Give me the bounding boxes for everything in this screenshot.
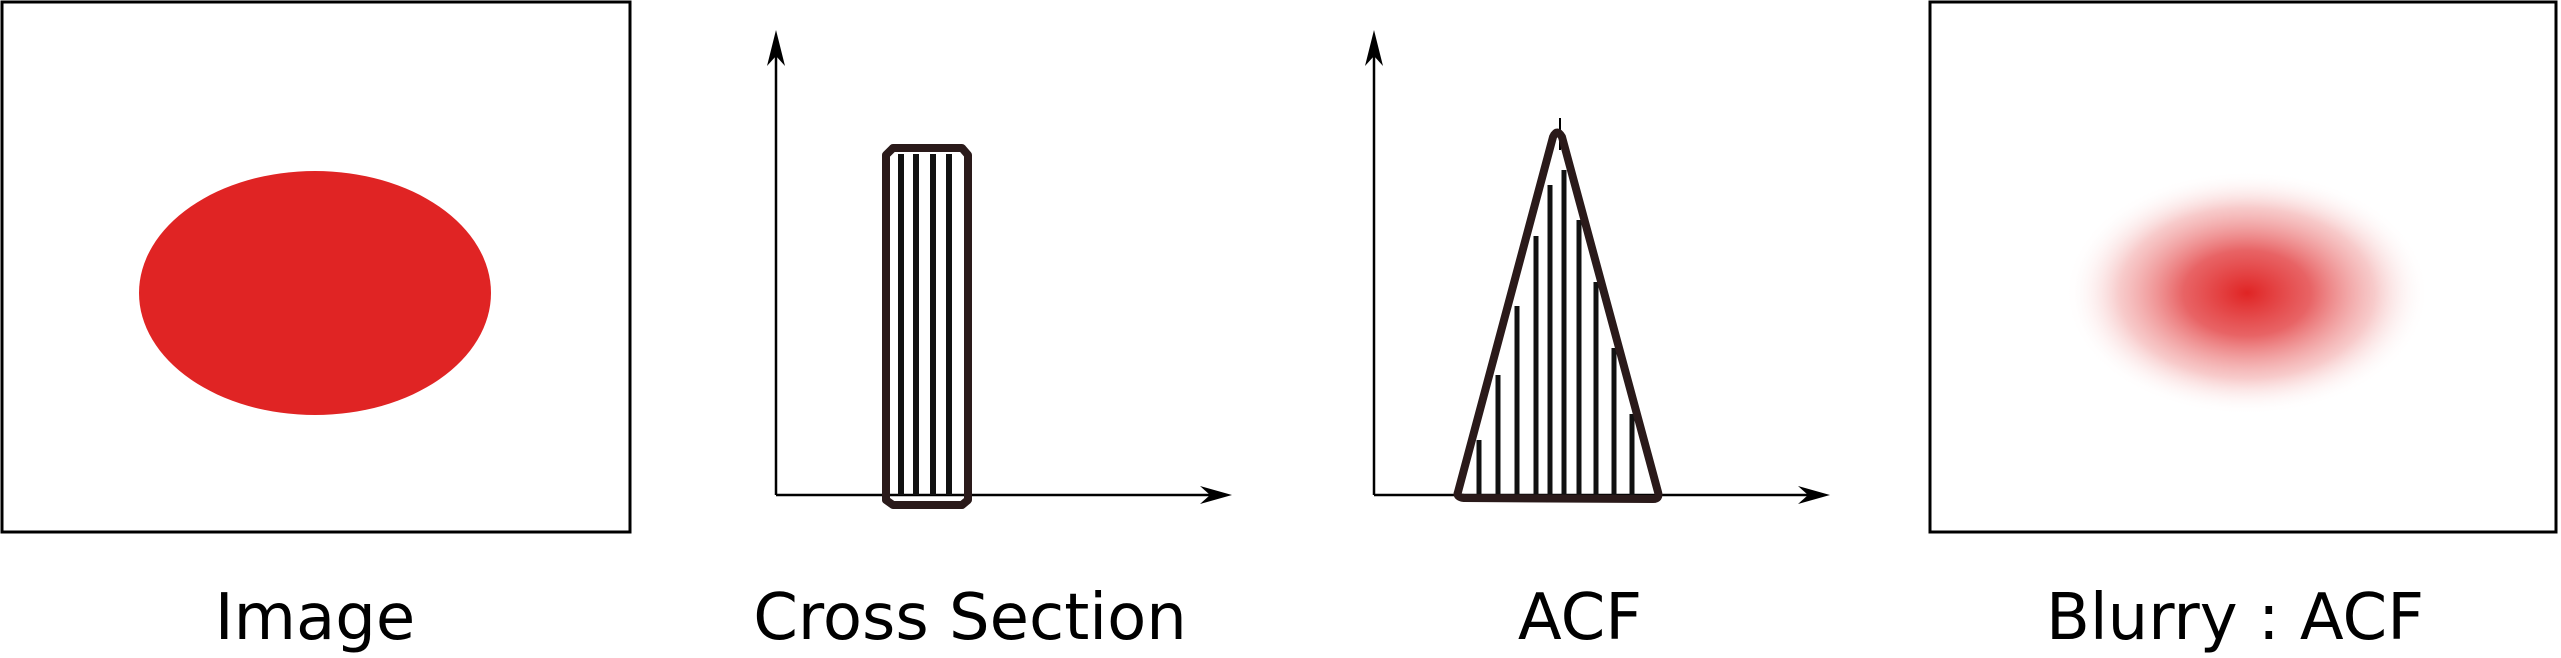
blurred-red-ellipse (2065, 171, 2429, 415)
image-panel (0, 0, 640, 540)
cross-section-panel (740, 0, 1260, 540)
y-axis-arrowhead (767, 30, 785, 66)
x-axis-arrowhead (1200, 486, 1232, 504)
blurry-acf-figure (1928, 0, 2558, 534)
pulse-hatching (898, 154, 952, 495)
cross-section-figure (767, 30, 1232, 509)
triangular-peak (1453, 128, 1663, 503)
triangle-hatching (1476, 170, 1635, 495)
blurry-acf-panel (1928, 0, 2561, 540)
caption-blurry-acf: Blurry : ACF (2045, 581, 2425, 655)
y-axis-arrowhead (1365, 30, 1383, 66)
red-ellipse (139, 171, 491, 415)
blurry-frame (1928, 0, 2558, 534)
rectangular-pulse (882, 144, 972, 509)
image-frame (0, 0, 632, 534)
x-axis-arrowhead (1798, 486, 1830, 504)
caption-image: Image (214, 581, 416, 655)
acf-panel (1338, 0, 1858, 540)
acf-figure (1365, 30, 1830, 504)
image-figure (0, 0, 632, 534)
caption-acf: ACF (1517, 581, 1643, 655)
caption-cross-section: Cross Section (753, 581, 1187, 655)
